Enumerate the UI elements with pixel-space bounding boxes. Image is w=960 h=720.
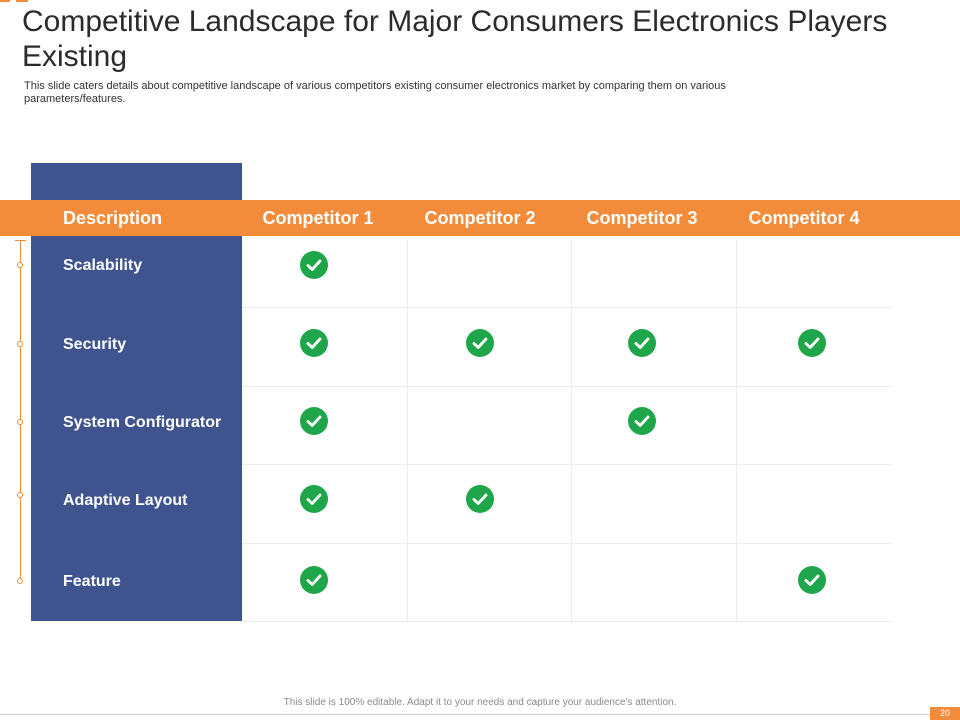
footer-divider [0, 714, 930, 715]
check-circle-icon [300, 485, 328, 513]
row-label-feature: Feature [63, 573, 121, 590]
check-circle-icon [300, 407, 328, 435]
row-label-adaptive-layout: Adaptive Layout [63, 492, 188, 509]
header-competitor-3: Competitor 3 [586, 208, 698, 228]
grid-divider [242, 621, 892, 622]
check-circle-icon [798, 329, 826, 357]
grid-divider [242, 464, 892, 465]
description-column-panel [31, 163, 242, 621]
grid-divider [242, 543, 892, 544]
header-competitor-2: Competitor 2 [424, 208, 536, 228]
check-circle-icon [628, 329, 656, 357]
timeline-line [20, 240, 21, 581]
timeline-dot [17, 419, 23, 425]
slide-subtitle: This slide caters details about competit… [24, 80, 726, 105]
check-circle-icon [300, 566, 328, 594]
timeline-dot [17, 578, 23, 584]
header-competitor-4: Competitor 4 [748, 208, 860, 228]
row-label-scalability: Scalability [63, 257, 143, 274]
row-label-system-configurator: System Configurator [63, 414, 222, 431]
check-circle-icon [466, 485, 494, 513]
table-header-bar: Description Competitor 1 Competitor 2 Co… [0, 200, 960, 236]
check-circle-icon [300, 251, 328, 279]
header-competitor-1: Competitor 1 [262, 208, 374, 228]
check-circle-icon [466, 329, 494, 357]
grid-divider [407, 240, 408, 621]
timeline-dot [17, 492, 23, 498]
check-circle-icon [300, 329, 328, 357]
check-circle-icon [628, 407, 656, 435]
grid-divider [571, 240, 572, 621]
row-label-security: Security [63, 336, 127, 353]
slide-title: Competitive Landscape for Major Consumer… [22, 5, 888, 73]
timeline-tick [15, 240, 26, 241]
grid-divider [242, 307, 892, 308]
top-accent-mark [0, 0, 40, 4]
page-number: 20 [930, 707, 960, 720]
grid-divider [736, 240, 737, 621]
footer-note: This slide is 100% editable. Adapt it to… [283, 697, 677, 708]
check-circle-icon [798, 566, 826, 594]
grid-divider [242, 386, 892, 387]
timeline-dot [17, 262, 23, 268]
timeline-dot [17, 341, 23, 347]
header-description: Description [63, 208, 163, 228]
